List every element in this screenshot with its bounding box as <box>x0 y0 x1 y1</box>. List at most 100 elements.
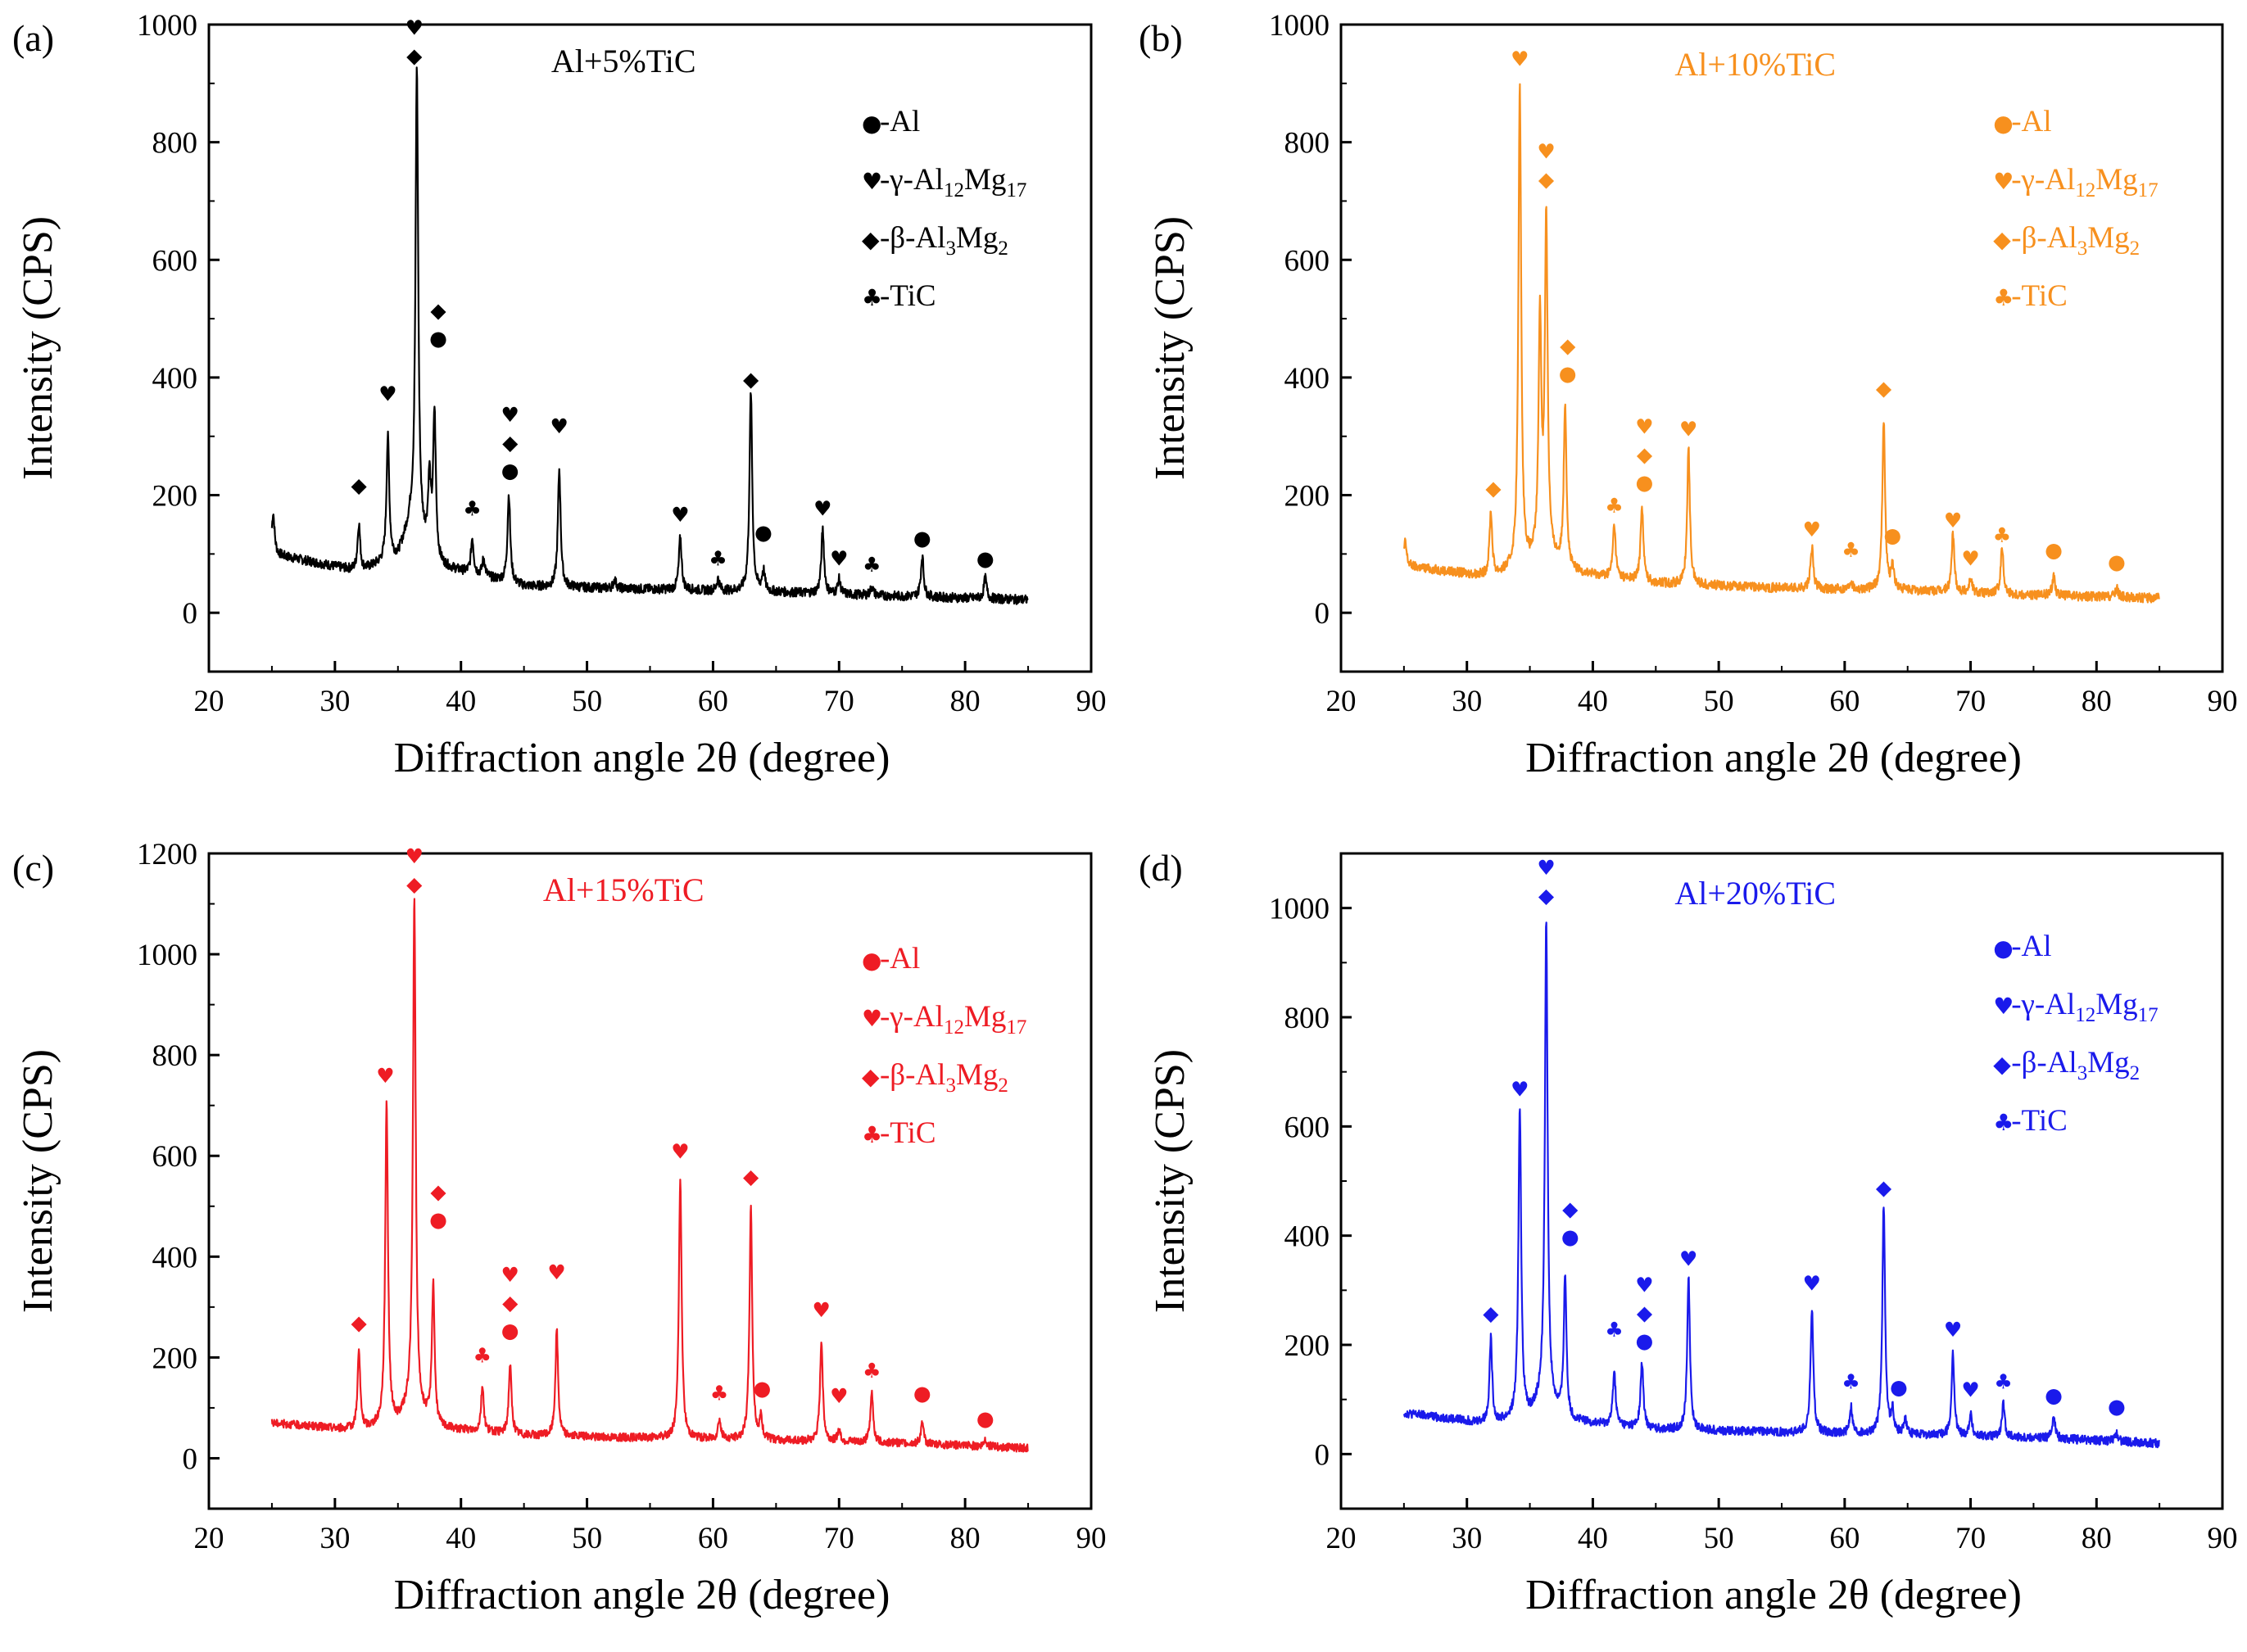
legend-label: -β-Al3Mg2 <box>2011 221 2140 260</box>
legend-prefix: -β-Al <box>2011 1046 2077 1079</box>
legend-sub: 17 <box>1006 179 1026 201</box>
phase-marker: ♣ <box>709 547 727 571</box>
x-tick-label: 70 <box>824 1522 854 1555</box>
x-tick-label: 80 <box>2082 685 2112 718</box>
phase-marker: ● <box>2045 538 2063 562</box>
y-axis-title: Intensity (CPS) <box>15 1049 61 1313</box>
legend-label: -γ-Al12Mg17 <box>2011 988 2158 1026</box>
legend-sub: 2 <box>998 1075 1008 1097</box>
phase-marker: ● <box>1561 1225 1579 1249</box>
x-tick-label: 90 <box>1076 685 1107 718</box>
legend-mid: Mg <box>964 1000 1006 1034</box>
x-tick-label: 90 <box>1076 1522 1107 1555</box>
phase-marker: ♥ <box>376 1064 394 1088</box>
legend-label: -γ-Al12Mg17 <box>2011 163 2158 201</box>
legend-sub: 3 <box>945 1075 956 1097</box>
legend-symbol: ◆ <box>1993 1051 2011 1078</box>
phase-marker: ♥ <box>1803 1271 1821 1295</box>
y-axis-title: Intensity (CPS) <box>15 216 61 480</box>
phase-marker: ♣ <box>863 553 881 577</box>
legend-symbol: ◆ <box>1993 226 2011 253</box>
legend-symbol: ● <box>862 110 881 137</box>
x-tick-label: 30 <box>319 685 350 718</box>
y-tick-label: 1000 <box>1269 9 1330 43</box>
phase-marker: ◆ <box>351 1311 367 1335</box>
legend-sub: 12 <box>2075 179 2095 201</box>
legend-mid: Mg <box>2087 1046 2129 1079</box>
y-tick-label: 600 <box>152 244 198 278</box>
x-tick-label: 50 <box>572 1522 602 1555</box>
legend-prefix: -β-Al <box>880 221 945 255</box>
legend-sub: 3 <box>2077 1062 2088 1084</box>
phase-marker: ♥ <box>550 414 569 438</box>
legend-symbol: ♥ <box>1993 993 2014 1020</box>
phase-marker: ● <box>2045 1383 2063 1407</box>
x-tick-label: 20 <box>194 1522 224 1555</box>
x-tick-label: 60 <box>698 1522 728 1555</box>
phase-marker: ◆ <box>502 1291 519 1315</box>
y-tick-label: 400 <box>1284 362 1330 396</box>
y-tick-label: 400 <box>152 362 198 396</box>
panel-b: 20 30 40 50 60 70 80 90 0 200 400 600 800 1000 Diffrac… <box>1139 9 2238 781</box>
phase-marker: ● <box>1883 523 1901 547</box>
phase-marker: ♥ <box>1537 856 1555 880</box>
legend-prefix: -γ-Al <box>2011 163 2075 197</box>
phase-marker: ● <box>1559 362 1577 386</box>
legend-symbol: ♣ <box>862 284 882 311</box>
phase-marker: ♣ <box>1842 1369 1860 1393</box>
legend-prefix: -Al <box>2011 105 2051 138</box>
sample-title: Al+10%TiC <box>1674 46 1836 83</box>
phase-marker: ♥ <box>405 844 424 868</box>
x-axis-title: Diffraction angle 2θ (degree) <box>394 1572 890 1618</box>
xrd-pattern-line <box>270 898 1029 1453</box>
phase-marker: ♥ <box>1679 418 1697 441</box>
phase-marker: ◆ <box>743 368 759 392</box>
phase-marker: ● <box>754 520 772 544</box>
phase-marker: ◆ <box>1485 477 1502 500</box>
phase-marker: ♣ <box>1605 1318 1623 1342</box>
phase-marker: ● <box>501 459 519 482</box>
y-tick-label: 200 <box>1284 480 1330 514</box>
phase-marker: ♥ <box>501 1263 519 1287</box>
phase-marker: ● <box>429 326 447 350</box>
phase-marker: ◆ <box>430 1179 446 1203</box>
legend-symbol: ● <box>1993 935 2013 962</box>
phase-marker: ◆ <box>430 298 446 322</box>
legend-symbol: ● <box>1993 110 2013 137</box>
panel-letter: (a) <box>12 17 54 59</box>
y-tick-label: 600 <box>1284 1111 1330 1144</box>
legend-sub: 3 <box>2077 238 2088 260</box>
xrd-pattern-line <box>270 66 1029 605</box>
legend-prefix: -Al <box>2011 930 2051 963</box>
phase-marker: ◆ <box>1560 334 1576 358</box>
y-tick-label: 1000 <box>1269 893 1330 926</box>
phase-marker: ◆ <box>1637 1301 1653 1324</box>
legend-mid: Mg <box>964 163 1006 197</box>
legend-label: -Al <box>2011 930 2051 963</box>
plot-frame <box>207 23 1093 673</box>
legend-prefix: -TiC <box>2011 1104 2068 1138</box>
plot-frame <box>207 852 1093 1510</box>
phase-marker: ◆ <box>1876 376 1892 400</box>
phase-marker: ♥ <box>813 1298 831 1322</box>
phase-marker: ♣ <box>1605 494 1623 518</box>
legend-prefix: -γ-Al <box>880 163 944 197</box>
legend-label: -β-Al3Mg2 <box>880 221 1008 260</box>
legend-prefix: -γ-Al <box>880 1000 944 1034</box>
legend-symbol: ♣ <box>862 1121 882 1148</box>
x-tick-label: 70 <box>1955 1522 1986 1555</box>
panel-letter: (b) <box>1139 17 1183 59</box>
legend-sub: 17 <box>1006 1016 1026 1039</box>
y-tick-label: 600 <box>152 1140 198 1174</box>
legend-label: -Al <box>880 105 920 138</box>
legend-symbol: ♣ <box>1993 1109 2014 1136</box>
y-tick-label: 800 <box>152 127 198 161</box>
phase-marker: ● <box>976 1406 994 1430</box>
phase-marker: ♥ <box>830 1384 848 1408</box>
y-axis-title: Intensity (CPS) <box>1147 1049 1194 1313</box>
x-axis-title: Diffraction angle 2θ (degree) <box>1525 735 2022 781</box>
phase-marker: ♣ <box>1842 538 1860 562</box>
y-tick-label: 800 <box>1284 1002 1330 1035</box>
phase-marker: ♣ <box>710 1382 728 1405</box>
phase-marker: ◆ <box>406 44 423 68</box>
